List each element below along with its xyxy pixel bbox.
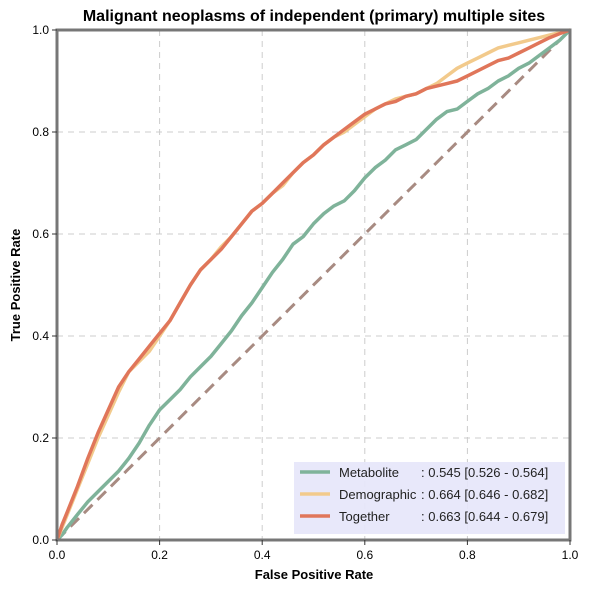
x-tick-label: 1.0 bbox=[562, 548, 579, 562]
y-tick-label: 0.2 bbox=[32, 431, 49, 445]
x-tick-label: 0.2 bbox=[151, 548, 168, 562]
series-group bbox=[55, 28, 572, 542]
x-tick-label: 0.4 bbox=[254, 548, 271, 562]
x-tick-label: 0.6 bbox=[356, 548, 373, 562]
series-line-metabolite bbox=[55, 28, 572, 542]
y-axis-ticks: 0.0 0.2 0.4 0.6 0.8 1.0 bbox=[32, 23, 57, 547]
legend-box bbox=[294, 462, 565, 534]
plot-frame bbox=[55, 28, 572, 542]
y-tick-label: 1.0 bbox=[32, 23, 49, 37]
legend: Metabolite : 0.545 [0.526 - 0.564] Demogra… bbox=[294, 462, 565, 534]
y-tick-label: 0.8 bbox=[32, 125, 49, 139]
y-tick-label: 0.0 bbox=[32, 533, 49, 547]
x-axis-ticks: 0.0 0.2 0.4 0.6 0.8 1.0 bbox=[49, 540, 579, 562]
legend-series-name: Demographic bbox=[339, 487, 417, 502]
legend-auc-value: : 0.545 [0.526 - 0.564] bbox=[421, 465, 548, 480]
x-tick-label: 0.8 bbox=[459, 548, 476, 562]
legend-series-name: Metabolite bbox=[339, 465, 399, 480]
legend-auc-value: : 0.663 [0.644 - 0.679] bbox=[421, 509, 548, 524]
reference-line bbox=[55, 28, 572, 542]
y-tick-label: 0.6 bbox=[32, 227, 49, 241]
chart-title: Malignant neoplasms of independent (prim… bbox=[83, 8, 545, 25]
chance-diagonal bbox=[55, 28, 572, 542]
x-axis-label: False Positive Rate bbox=[255, 567, 374, 582]
legend-auc-value: : 0.664 [0.646 - 0.682] bbox=[421, 487, 548, 502]
legend-series-name: Together bbox=[339, 509, 390, 524]
x-tick-label: 0.0 bbox=[49, 548, 66, 562]
y-axis-label: True Positive Rate bbox=[8, 229, 23, 342]
y-tick-label: 0.4 bbox=[32, 329, 49, 343]
series-line-together bbox=[55, 28, 571, 541]
